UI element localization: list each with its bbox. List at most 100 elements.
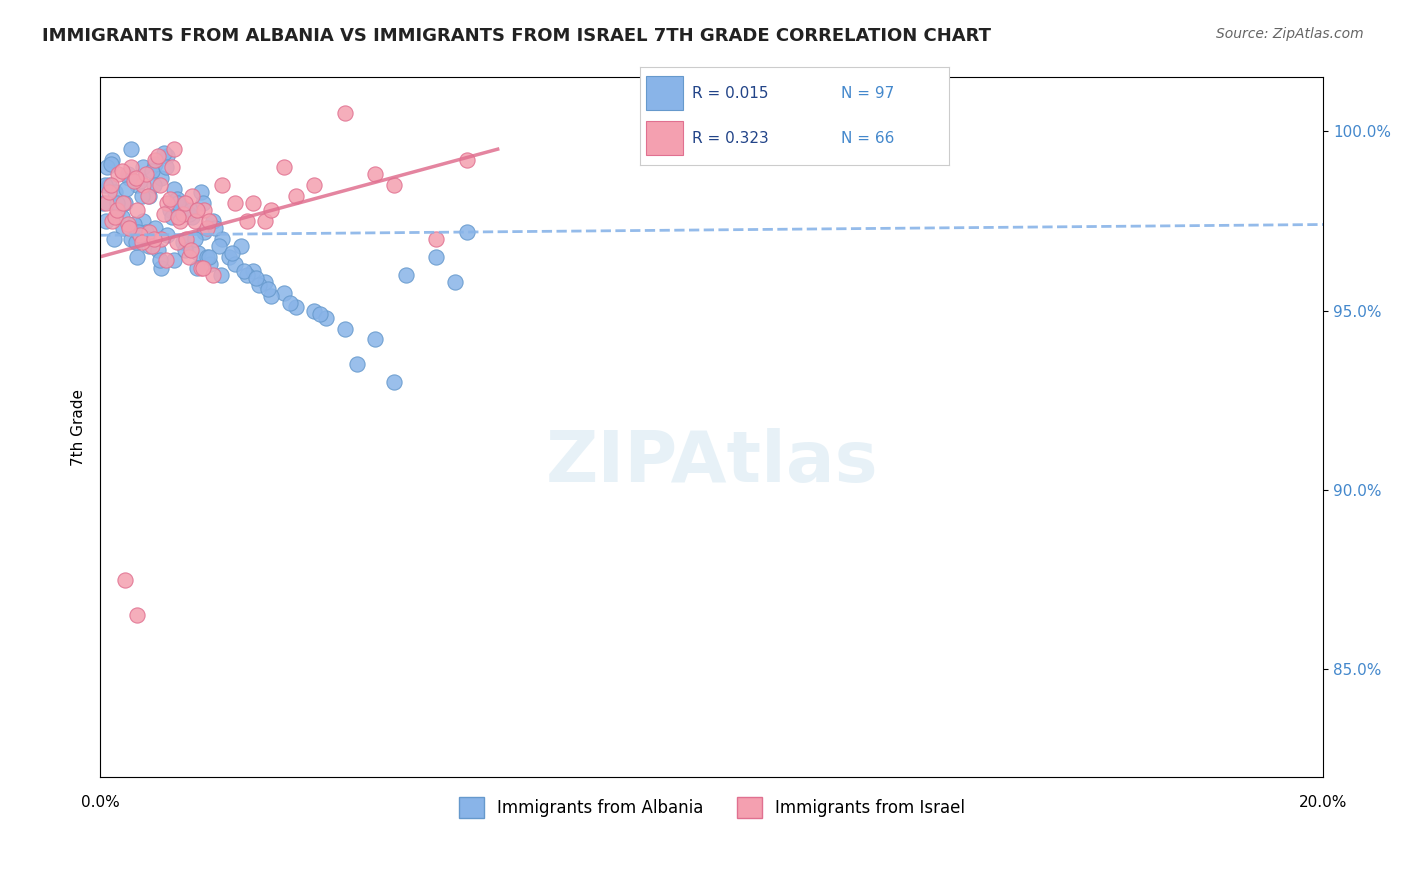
Point (94, 178, 117, 192)
Point (136, 189, 159, 203)
Point (135, 167, 157, 181)
Point (315, 310, 337, 325)
Point (425, 232, 447, 246)
Text: ZIPAtlas: ZIPAtlas (546, 427, 877, 497)
Point (131, 189, 153, 203)
Point (136, 232, 159, 246)
Point (96, 196, 118, 211)
Point (284, 300, 307, 314)
Point (174, 232, 197, 246)
Point (125, 608, 148, 623)
Point (236, 214, 259, 228)
Point (105, 203, 128, 218)
Point (204, 221, 226, 235)
Point (333, 321, 356, 335)
Point (149, 178, 172, 192)
Point (200, 257, 222, 271)
Point (149, 253, 172, 268)
Point (155, 160, 177, 174)
Point (180, 203, 202, 218)
Point (105, 196, 128, 211)
Point (118, 221, 141, 235)
Point (122, 174, 145, 188)
Point (96, 160, 118, 174)
Point (159, 203, 181, 218)
Point (198, 214, 221, 228)
Point (141, 239, 163, 253)
Point (195, 221, 218, 235)
Point (162, 181, 184, 195)
Text: R = 0.015: R = 0.015 (692, 86, 769, 101)
Point (456, 225, 478, 239)
Point (143, 221, 166, 235)
Point (114, 196, 136, 211)
Point (278, 296, 301, 310)
Point (202, 268, 225, 282)
Point (180, 243, 202, 257)
Point (169, 214, 191, 228)
Point (191, 260, 214, 275)
Point (110, 163, 132, 178)
Point (186, 260, 208, 275)
Point (184, 232, 207, 246)
Point (218, 250, 240, 264)
Point (184, 214, 207, 228)
Point (302, 178, 325, 192)
Point (156, 149, 179, 163)
Point (156, 196, 179, 211)
Point (364, 332, 387, 346)
Point (138, 189, 160, 203)
Point (211, 232, 233, 246)
Point (100, 178, 122, 192)
Point (132, 160, 155, 174)
Point (150, 260, 173, 275)
Point (98, 185, 121, 199)
Point (162, 142, 184, 156)
Point (224, 196, 246, 211)
Point (162, 253, 184, 268)
Point (456, 153, 478, 167)
Point (364, 167, 387, 181)
FancyBboxPatch shape (645, 76, 683, 110)
Point (153, 145, 176, 160)
Point (173, 196, 195, 211)
Point (236, 268, 259, 282)
Point (302, 303, 325, 318)
Point (254, 214, 277, 228)
Point (177, 250, 200, 264)
Point (117, 218, 139, 232)
Point (333, 106, 356, 120)
Point (148, 243, 170, 257)
Point (382, 376, 405, 390)
Point (247, 278, 270, 293)
Point (395, 268, 418, 282)
Text: 20.0%: 20.0% (1299, 795, 1347, 810)
Point (180, 189, 202, 203)
Point (260, 289, 283, 303)
Point (260, 203, 283, 218)
Point (187, 246, 209, 260)
Point (132, 178, 155, 192)
Point (172, 207, 194, 221)
Point (120, 160, 142, 174)
Point (128, 228, 150, 243)
Point (166, 193, 188, 207)
Point (155, 253, 177, 268)
Point (96, 214, 118, 228)
Point (193, 203, 215, 218)
Point (117, 167, 139, 181)
Point (142, 232, 165, 246)
Point (242, 196, 264, 211)
Point (166, 235, 188, 250)
Point (122, 218, 145, 232)
Text: R = 0.323: R = 0.323 (692, 131, 769, 146)
Point (257, 282, 280, 296)
Point (229, 239, 252, 253)
Point (156, 228, 179, 243)
Point (153, 207, 176, 221)
Point (107, 203, 129, 218)
Point (211, 178, 233, 192)
Point (132, 214, 155, 228)
Point (114, 573, 136, 587)
Point (138, 239, 160, 253)
